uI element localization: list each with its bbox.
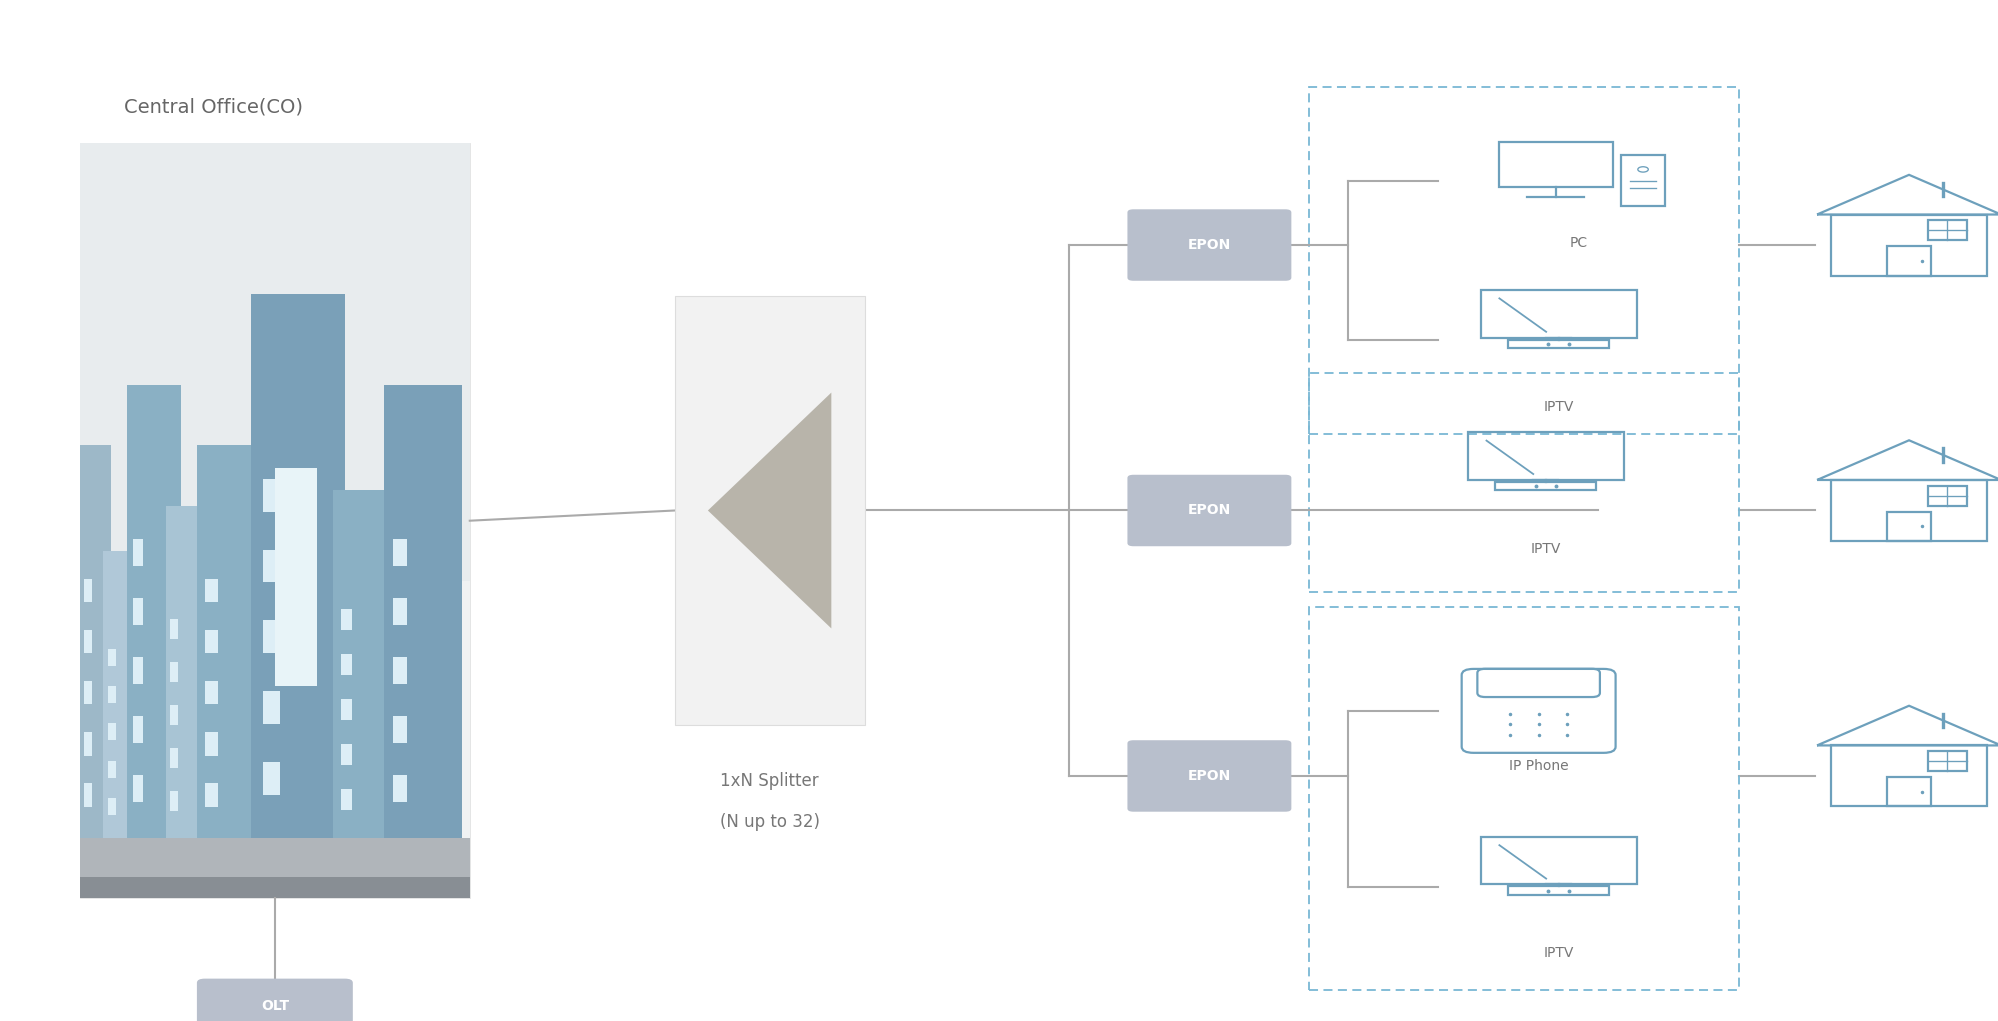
FancyBboxPatch shape — [134, 775, 144, 801]
Text: EPON: EPON — [1187, 769, 1231, 783]
FancyBboxPatch shape — [340, 789, 352, 811]
FancyBboxPatch shape — [1127, 740, 1291, 812]
FancyBboxPatch shape — [170, 662, 178, 682]
FancyBboxPatch shape — [394, 539, 408, 566]
FancyBboxPatch shape — [394, 716, 408, 743]
FancyBboxPatch shape — [134, 597, 144, 625]
FancyBboxPatch shape — [1127, 475, 1291, 546]
Text: (N up to 32): (N up to 32) — [719, 813, 819, 831]
FancyBboxPatch shape — [80, 143, 470, 898]
FancyBboxPatch shape — [84, 579, 92, 602]
Text: IPTV: IPTV — [1542, 946, 1572, 961]
FancyBboxPatch shape — [108, 648, 116, 666]
FancyBboxPatch shape — [262, 479, 280, 512]
FancyBboxPatch shape — [394, 657, 408, 684]
FancyBboxPatch shape — [80, 445, 112, 838]
FancyBboxPatch shape — [262, 621, 280, 653]
Text: 1xN Splitter: 1xN Splitter — [719, 772, 819, 790]
FancyBboxPatch shape — [108, 761, 116, 778]
FancyBboxPatch shape — [394, 597, 408, 625]
FancyBboxPatch shape — [80, 877, 470, 898]
Text: EPON: EPON — [1187, 503, 1231, 518]
FancyBboxPatch shape — [166, 505, 204, 838]
FancyBboxPatch shape — [262, 549, 280, 582]
FancyBboxPatch shape — [126, 385, 182, 838]
FancyBboxPatch shape — [340, 609, 352, 630]
Polygon shape — [707, 392, 831, 628]
FancyBboxPatch shape — [80, 143, 470, 581]
FancyBboxPatch shape — [384, 385, 462, 838]
FancyBboxPatch shape — [108, 723, 116, 740]
Text: IPTV: IPTV — [1530, 542, 1560, 555]
FancyBboxPatch shape — [84, 630, 92, 653]
FancyBboxPatch shape — [1127, 209, 1291, 281]
FancyBboxPatch shape — [206, 783, 218, 807]
FancyBboxPatch shape — [170, 706, 178, 725]
Text: PC: PC — [1568, 236, 1586, 250]
FancyBboxPatch shape — [108, 797, 116, 815]
FancyBboxPatch shape — [340, 653, 352, 675]
FancyBboxPatch shape — [134, 539, 144, 566]
FancyBboxPatch shape — [262, 762, 280, 794]
FancyBboxPatch shape — [340, 699, 352, 720]
FancyBboxPatch shape — [394, 775, 408, 801]
FancyBboxPatch shape — [170, 619, 178, 638]
FancyBboxPatch shape — [196, 978, 354, 1021]
Text: IP Phone: IP Phone — [1508, 759, 1568, 773]
FancyBboxPatch shape — [104, 551, 142, 838]
FancyBboxPatch shape — [340, 744, 352, 765]
FancyBboxPatch shape — [84, 681, 92, 704]
Text: IPTV: IPTV — [1542, 399, 1572, 414]
FancyBboxPatch shape — [84, 732, 92, 756]
FancyBboxPatch shape — [134, 716, 144, 743]
FancyBboxPatch shape — [170, 748, 178, 768]
FancyBboxPatch shape — [84, 783, 92, 807]
FancyBboxPatch shape — [206, 579, 218, 602]
FancyBboxPatch shape — [206, 630, 218, 653]
Text: Central Office(CO): Central Office(CO) — [124, 98, 304, 116]
FancyBboxPatch shape — [170, 791, 178, 812]
FancyBboxPatch shape — [274, 468, 318, 686]
FancyBboxPatch shape — [262, 691, 280, 724]
FancyBboxPatch shape — [80, 838, 470, 898]
FancyBboxPatch shape — [206, 732, 218, 756]
FancyBboxPatch shape — [108, 686, 116, 703]
Text: EPON: EPON — [1187, 238, 1231, 252]
FancyBboxPatch shape — [675, 296, 863, 725]
FancyBboxPatch shape — [252, 294, 346, 838]
FancyBboxPatch shape — [206, 681, 218, 704]
Text: OLT: OLT — [260, 999, 290, 1013]
FancyBboxPatch shape — [334, 490, 396, 838]
FancyBboxPatch shape — [134, 657, 144, 684]
FancyBboxPatch shape — [196, 445, 268, 838]
